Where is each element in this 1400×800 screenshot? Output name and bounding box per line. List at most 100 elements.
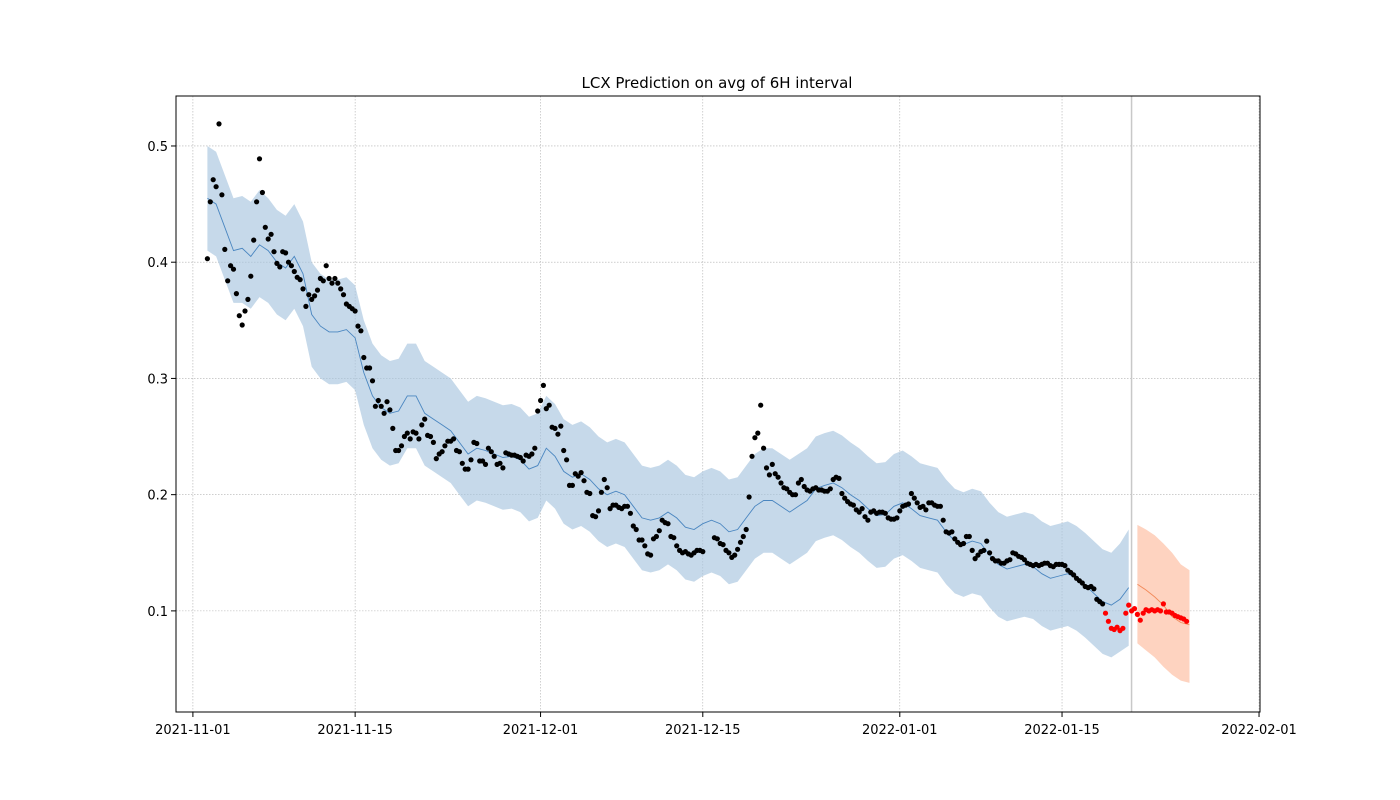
observed-point [485, 445, 491, 451]
observed-point [656, 528, 662, 534]
observed-point [482, 461, 489, 467]
observed-point [213, 184, 219, 190]
observed-point [601, 476, 607, 483]
observed-point [575, 473, 581, 479]
observed-point [758, 402, 764, 408]
observed-point [894, 515, 900, 521]
observed-point [491, 453, 497, 459]
forecast-point [1114, 624, 1120, 630]
observed-point [459, 460, 465, 466]
observed-point [865, 517, 871, 523]
observed-point [882, 510, 888, 516]
y-tick-label: 0.4 [147, 256, 168, 271]
observed-point [358, 328, 364, 334]
observed-point [361, 354, 367, 361]
observed-point [604, 485, 610, 491]
observed-point [952, 536, 958, 542]
observed-point [204, 256, 210, 262]
observed-point [923, 507, 929, 513]
observed-point [422, 416, 428, 422]
observed-point [256, 156, 263, 162]
observed-point [972, 556, 978, 562]
observed-point [726, 550, 732, 556]
x-axis: 2021-11-01 2021-11-15 2021-12-01 2021-12-15… [155, 712, 1297, 738]
observed-point [792, 492, 799, 498]
observed-point [630, 523, 636, 529]
observed-point [984, 538, 990, 544]
observed-point [419, 422, 425, 428]
observed-point [451, 436, 457, 442]
observed-point [546, 402, 552, 408]
observed-point [248, 273, 254, 279]
observed-point [332, 275, 338, 282]
observed-point [987, 550, 993, 556]
observed-point [752, 435, 758, 441]
observed-point [740, 533, 746, 540]
x-tick-label: 2021-11-15 [317, 723, 393, 738]
observed-point [1071, 572, 1077, 578]
observed-point [338, 286, 344, 292]
observed-point [474, 440, 480, 447]
observed-point [378, 403, 384, 409]
forecast-point [1120, 625, 1126, 631]
forecast-point [1123, 610, 1129, 616]
observed-point [335, 280, 341, 286]
observed-point [836, 475, 842, 481]
observed-point [401, 433, 407, 440]
observed-point [755, 430, 761, 436]
observed-point [639, 537, 645, 543]
observed-point [1100, 601, 1106, 607]
observed-point [940, 517, 946, 523]
observed-point [763, 465, 770, 471]
observed-point [552, 425, 558, 431]
observed-point [538, 397, 544, 404]
observed-point [960, 540, 967, 547]
x-tick-label: 2022-02-01 [1221, 723, 1297, 738]
observed-point [581, 478, 587, 484]
observed-point [914, 500, 920, 506]
forecast-point [1105, 618, 1111, 624]
y-tick-label: 0.1 [147, 605, 168, 620]
observed-point [384, 399, 390, 405]
forecast-point [1157, 608, 1164, 614]
observed-point [714, 536, 720, 542]
y-tick-label: 0.3 [147, 372, 168, 387]
observed-point [239, 322, 245, 328]
observed-point [578, 470, 584, 476]
observed-point [595, 508, 602, 514]
observed-point [540, 382, 547, 388]
observed-point [1091, 586, 1097, 592]
observed-point [624, 503, 631, 509]
observed-point [480, 458, 486, 464]
observed-point [254, 199, 260, 205]
observed-point [633, 526, 639, 533]
observed-point [772, 471, 778, 477]
observed-point [859, 506, 865, 512]
chart-title: LCX Prediction on avg of 6H interval [582, 74, 853, 92]
observed-point [355, 323, 361, 329]
observed-point [236, 313, 242, 319]
y-tick-label: 0.5 [147, 140, 168, 155]
observed-point [309, 296, 315, 302]
observed-point [908, 490, 915, 497]
forecast-point [1134, 611, 1140, 618]
observed-point [561, 447, 567, 454]
observed-point [265, 236, 271, 242]
observed-point [340, 292, 347, 298]
observed-point [981, 547, 987, 554]
observed-point [642, 543, 648, 549]
observed-point [839, 490, 845, 497]
observed-point [306, 292, 312, 298]
observed-point [598, 489, 605, 495]
x-tick-label: 2021-12-01 [503, 723, 579, 738]
observed-point [398, 443, 405, 449]
observed-point [268, 231, 274, 237]
observed-point [413, 430, 419, 436]
observed-point [856, 509, 862, 515]
observed-point [862, 514, 868, 520]
observed-point [798, 476, 804, 483]
observed-point [700, 549, 706, 555]
observed-point [442, 443, 448, 449]
forecast-point [1131, 606, 1138, 612]
